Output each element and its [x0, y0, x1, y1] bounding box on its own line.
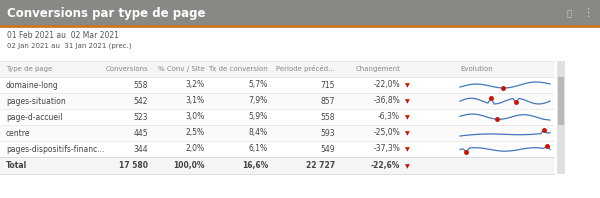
- Text: 6,1%: 6,1%: [249, 145, 268, 153]
- Text: 549: 549: [320, 145, 335, 153]
- Bar: [0, 0, 600, 26]
- Text: ▼: ▼: [405, 115, 410, 121]
- Text: ▼: ▼: [405, 164, 410, 169]
- Text: Tx de conversion: Tx de conversion: [208, 66, 268, 72]
- Text: Periode précéd...: Periode précéd...: [276, 66, 335, 72]
- Text: Changement: Changement: [355, 66, 400, 72]
- Text: -22,6%: -22,6%: [371, 161, 400, 170]
- Bar: [0, 93, 554, 109]
- Text: 857: 857: [320, 96, 335, 106]
- Text: Conversions: Conversions: [105, 66, 148, 72]
- Text: Conversions par type de page: Conversions par type de page: [7, 7, 205, 19]
- Text: 22 727: 22 727: [306, 161, 335, 170]
- Text: 558: 558: [133, 81, 148, 89]
- Text: ▼: ▼: [405, 148, 410, 152]
- Text: 344: 344: [133, 145, 148, 153]
- Text: domaine-long: domaine-long: [6, 81, 59, 89]
- Text: % Conv / Site: % Conv / Site: [158, 66, 205, 72]
- Text: pages-situation: pages-situation: [6, 96, 66, 106]
- Text: -36,8%: -36,8%: [373, 96, 400, 106]
- Text: 100,0%: 100,0%: [173, 161, 205, 170]
- Text: -22,0%: -22,0%: [373, 81, 400, 89]
- Bar: [0, 61, 554, 77]
- Text: 542: 542: [133, 96, 148, 106]
- Text: Evolution: Evolution: [460, 66, 493, 72]
- Text: 558: 558: [320, 112, 335, 122]
- Bar: [0, 109, 554, 125]
- Text: page-d-accueil: page-d-accueil: [6, 112, 62, 122]
- Text: 2,5%: 2,5%: [186, 129, 205, 137]
- Bar: [0, 141, 554, 157]
- Text: -6,3%: -6,3%: [378, 112, 400, 122]
- Text: 01 Feb 2021 au  02 Mar 2021: 01 Feb 2021 au 02 Mar 2021: [7, 31, 119, 41]
- Text: ▼: ▼: [405, 84, 410, 89]
- Text: 7,9%: 7,9%: [249, 96, 268, 106]
- Text: Total: Total: [6, 161, 27, 170]
- Text: 8,4%: 8,4%: [249, 129, 268, 137]
- Text: 5,7%: 5,7%: [249, 81, 268, 89]
- Text: 3,2%: 3,2%: [186, 81, 205, 89]
- Text: -37,3%: -37,3%: [373, 145, 400, 153]
- Text: 16,6%: 16,6%: [242, 161, 268, 170]
- Bar: [558, 77, 564, 125]
- Text: 593: 593: [320, 129, 335, 137]
- Text: 523: 523: [133, 112, 148, 122]
- Bar: [0, 157, 554, 174]
- Text: 2,0%: 2,0%: [186, 145, 205, 153]
- Text: 17 580: 17 580: [119, 161, 148, 170]
- Bar: [0, 125, 554, 141]
- Text: centre: centre: [6, 129, 31, 137]
- Bar: [0, 77, 554, 93]
- Text: Type de page: Type de page: [6, 66, 52, 72]
- Text: 02 Jan 2021 au  31 Jan 2021 (prec.): 02 Jan 2021 au 31 Jan 2021 (prec.): [7, 43, 131, 49]
- Text: ⋮: ⋮: [582, 8, 593, 18]
- Text: ▼: ▼: [405, 131, 410, 136]
- Text: 🏳: 🏳: [567, 10, 572, 18]
- Text: 715: 715: [320, 81, 335, 89]
- Text: ▼: ▼: [405, 100, 410, 105]
- Text: -25,0%: -25,0%: [373, 129, 400, 137]
- Text: 445: 445: [133, 129, 148, 137]
- Text: pages-dispositifs-financ...: pages-dispositifs-financ...: [6, 145, 104, 153]
- Bar: [557, 61, 565, 174]
- Text: 3,1%: 3,1%: [186, 96, 205, 106]
- Text: 3,0%: 3,0%: [186, 112, 205, 122]
- Bar: [0, 28, 600, 198]
- Text: 5,9%: 5,9%: [249, 112, 268, 122]
